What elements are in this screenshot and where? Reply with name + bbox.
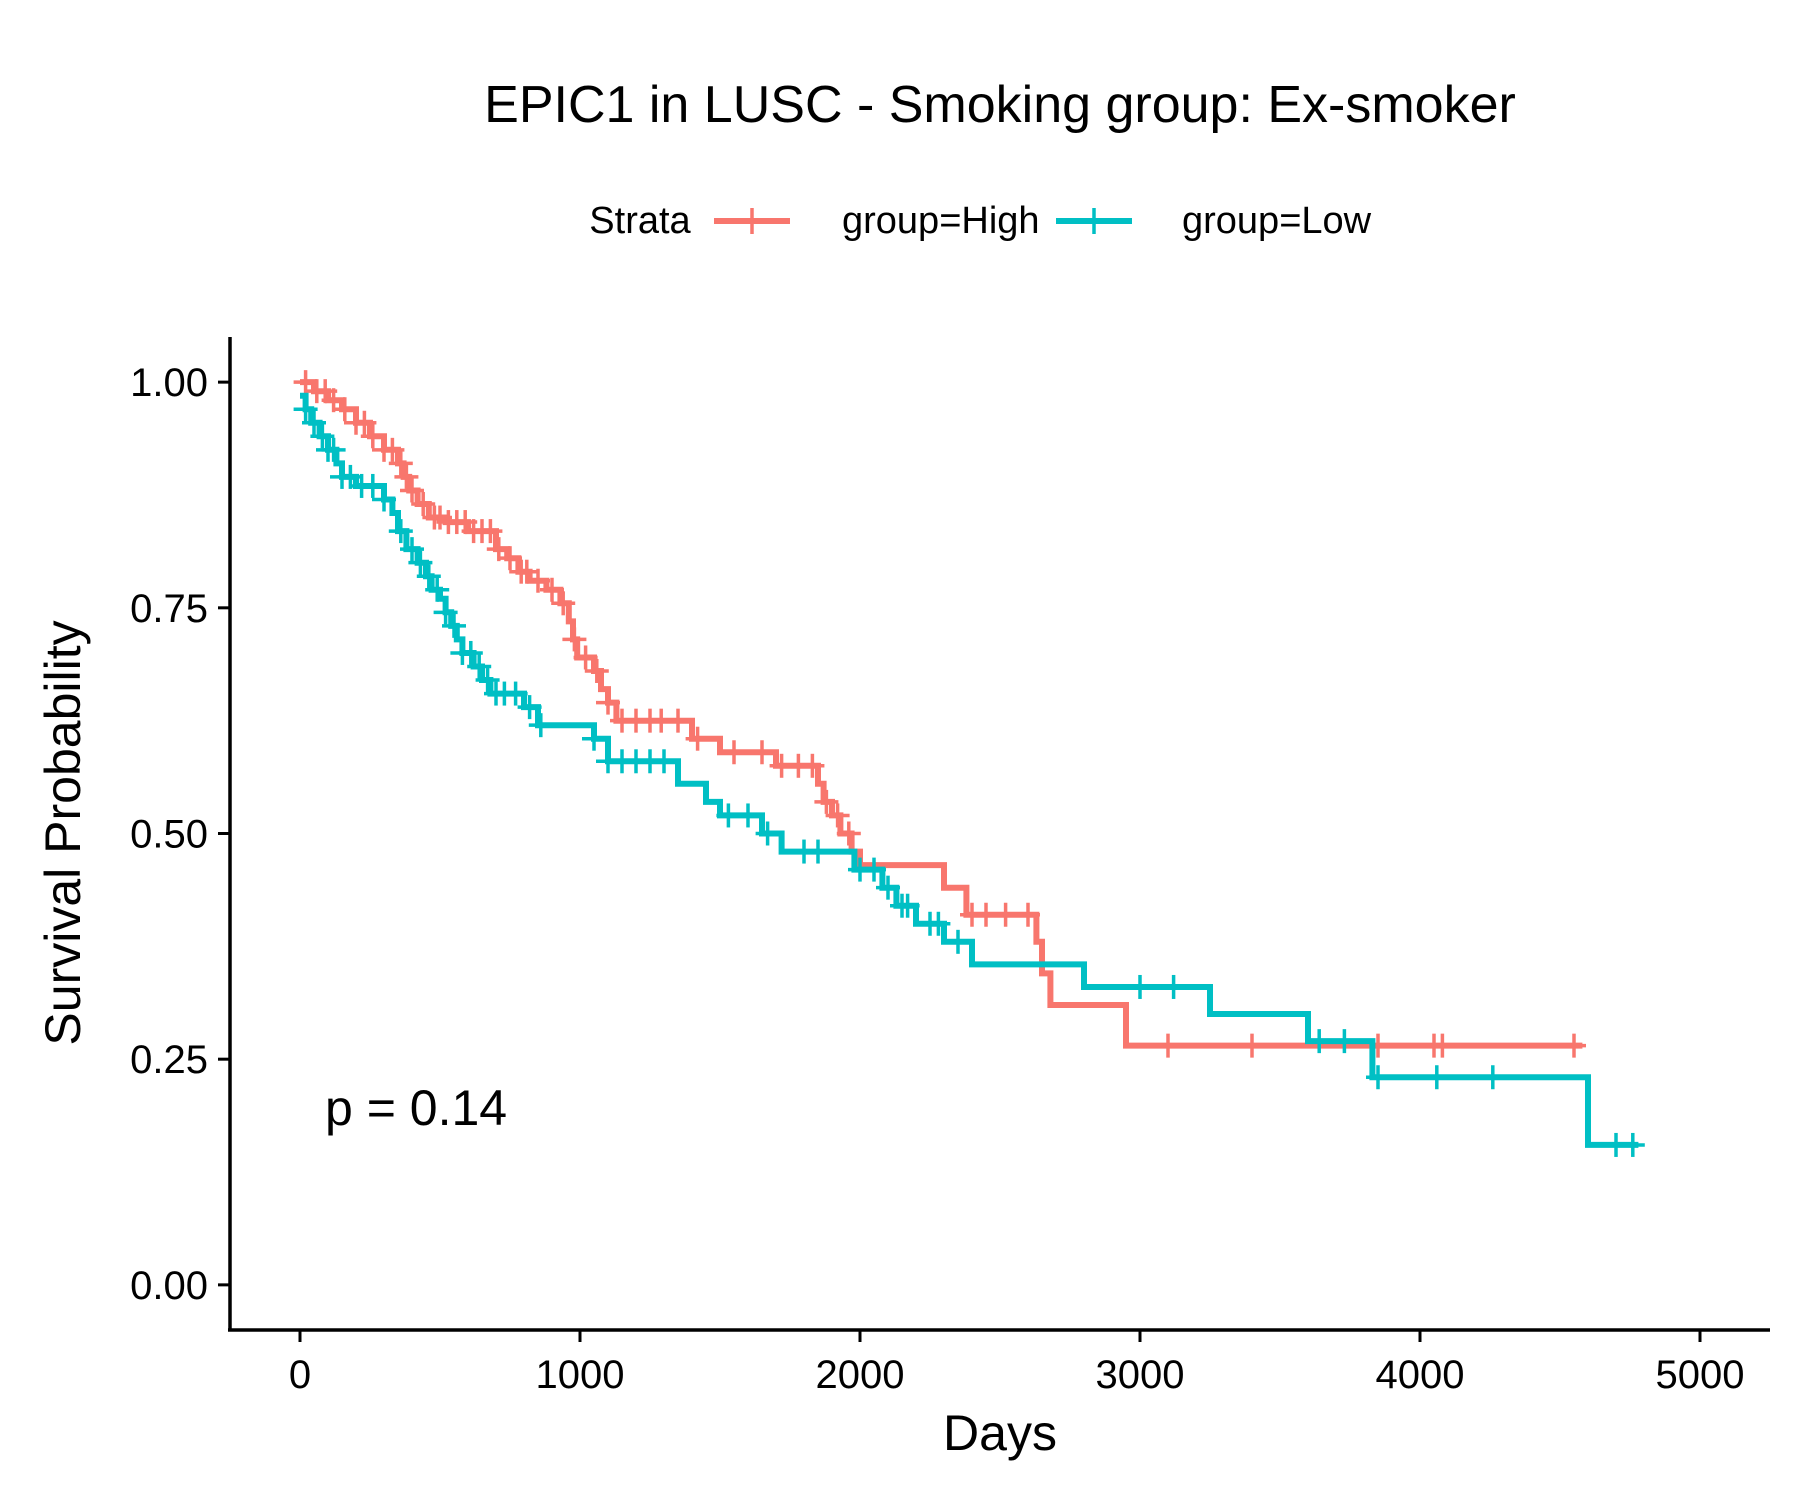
censor-mark-high (380, 437, 405, 462)
censor-mark-high (332, 397, 357, 422)
censor-mark-high (498, 546, 522, 571)
legend: Strata group=High group=Low (589, 200, 1371, 242)
censor-mark-high (993, 902, 1018, 927)
censor-mark-low (1332, 1029, 1357, 1054)
censor-mark-high (1156, 1033, 1180, 1058)
y-tick-label: 1.00 (130, 361, 208, 405)
censor-mark-low (293, 397, 318, 422)
censor-mark-high (722, 740, 746, 765)
censor-mark-low (310, 424, 335, 449)
censor-mark-low (400, 537, 424, 562)
censor-mark-low (1307, 1029, 1332, 1054)
censor-mark-low (1128, 974, 1152, 999)
censor-mark-high (1430, 1033, 1455, 1058)
censor-mark-low (302, 410, 326, 435)
censor-mark-high (562, 627, 587, 652)
x-axis-title: Days (943, 1405, 1057, 1461)
y-axis-title: Survival Probability (35, 620, 91, 1045)
censor-mark-high (1240, 1033, 1264, 1058)
censor-mark-low (926, 911, 951, 936)
censor-mark-low (467, 654, 492, 679)
plot-area (293, 370, 1645, 1157)
censor-mark-low (862, 857, 886, 882)
censor-mark-low (1366, 1065, 1390, 1090)
censor-mark-high (1016, 902, 1040, 927)
censor-mark-high (478, 519, 503, 544)
survival-curve-low (300, 392, 1639, 1148)
censor-mark-low (321, 437, 346, 462)
censor-mark-low (528, 713, 553, 738)
legend-title: Strata (589, 200, 691, 242)
x-tick-label: 4000 (1376, 1353, 1465, 1397)
legend-key-low (1056, 208, 1132, 234)
censor-mark-low (582, 726, 606, 751)
censor-mark-low (388, 519, 413, 544)
x-tick-label: 5000 (1656, 1353, 1745, 1397)
censor-mark-high (584, 659, 609, 684)
y-tick-label: 0.00 (130, 1264, 208, 1308)
censor-mark-low (755, 821, 780, 846)
x-tick-label: 3000 (1096, 1353, 1185, 1397)
censor-mark-low (458, 640, 483, 665)
censor-mark-high (411, 492, 436, 517)
censor-mark-low (416, 564, 441, 589)
censor-mark-low (408, 550, 433, 575)
legend-label-high: group=High (842, 200, 1040, 242)
censor-mark-high (394, 464, 419, 489)
legend-label-low: group=Low (1182, 200, 1372, 242)
censor-mark-high (400, 478, 424, 503)
p-value-annotation: p = 0.14 (325, 1080, 507, 1136)
x-tick-label: 0 (289, 1353, 311, 1397)
censor-mark-high (352, 410, 377, 435)
censor-mark-low (372, 487, 396, 512)
censor-mark-low (736, 803, 760, 828)
y-tick-label: 0.50 (130, 813, 208, 857)
censor-mark-low (503, 681, 528, 706)
censor-mark-high (836, 821, 861, 846)
censor-mark-high (1562, 1033, 1586, 1058)
censor-mark-low (652, 749, 676, 774)
censor-mark-low (517, 695, 542, 720)
censor-mark-low (425, 577, 450, 602)
censor-mark-high (573, 645, 598, 670)
censor-mark-high (540, 577, 564, 602)
legend-key-high (714, 208, 790, 234)
x-tick-label: 2000 (816, 1353, 905, 1397)
censor-mark-low (442, 613, 466, 638)
y-tick-label: 0.25 (130, 1038, 208, 1082)
chart-title: EPIC1 in LUSC - Smoking group: Ex-smoker (484, 76, 1516, 134)
censor-mark-high (360, 424, 385, 449)
censor-mark-high (825, 803, 850, 828)
censor-mark-high (388, 451, 413, 476)
censor-mark-low (806, 839, 830, 864)
censor-mark-low (360, 473, 385, 498)
censor-mark-low (433, 600, 458, 625)
censor-mark-high (685, 726, 710, 751)
censor-mark-high (551, 591, 576, 616)
censor-mark-low (1480, 1065, 1505, 1090)
censor-mark-low (946, 929, 970, 954)
censor-mark-low (475, 668, 500, 693)
x-tick-label: 1000 (536, 1353, 625, 1397)
censor-mark-low (1161, 974, 1186, 999)
censor-mark-high (800, 753, 825, 778)
censor-mark-high (750, 740, 774, 765)
survival-curve-high (300, 379, 1583, 1049)
censor-mark-high (596, 690, 620, 715)
censor-mark-low (1424, 1065, 1449, 1090)
y-tick-label: 0.75 (130, 587, 208, 631)
censor-mark-high (814, 789, 839, 814)
censor-mark-high (526, 568, 550, 593)
censor-mark-high (666, 708, 690, 733)
censor-mark-low (895, 893, 920, 918)
censor-mark-low (876, 875, 900, 900)
censor-mark-low (1620, 1132, 1645, 1157)
x-axis-ticks: 0 1000 2000 3000 4000 5000 (289, 1330, 1745, 1397)
y-axis-ticks: 0.00 0.25 0.50 0.75 1.00 (130, 361, 230, 1308)
